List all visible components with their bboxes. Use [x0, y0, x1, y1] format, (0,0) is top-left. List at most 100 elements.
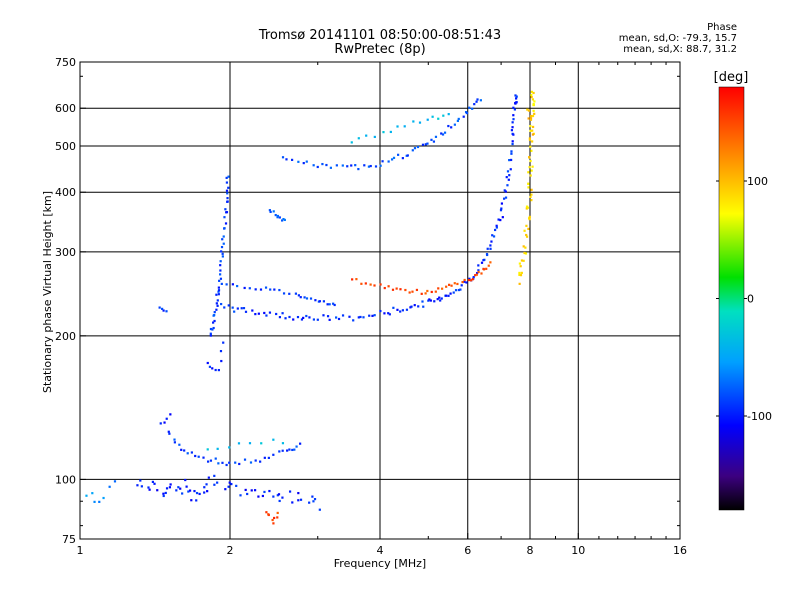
scatter-point: [212, 321, 215, 324]
scatter-point: [436, 298, 439, 301]
scatter-point: [531, 98, 535, 101]
scatter-point: [281, 312, 284, 315]
scatter-point: [213, 319, 216, 323]
scatter-point: [379, 164, 382, 167]
scatter-point: [193, 489, 196, 493]
scatter-point: [206, 460, 210, 463]
scatter-point: [167, 430, 170, 433]
scatter-point: [527, 171, 530, 174]
scatter-point: [529, 145, 532, 148]
scatter-point: [530, 149, 533, 152]
scatter-point: [512, 114, 515, 117]
scatter-point: [473, 103, 476, 106]
scatter-point: [309, 297, 313, 300]
scatter-point: [163, 421, 166, 424]
scatter-point: [186, 452, 189, 455]
scatter-point: [454, 289, 458, 292]
scatter-point: [507, 178, 510, 181]
scatter-point: [221, 255, 224, 258]
scatter-point: [453, 123, 456, 126]
x-tick-label: 6: [464, 544, 471, 557]
scatter-point: [359, 315, 362, 319]
scatter-point: [511, 142, 514, 146]
scatter-point: [224, 222, 228, 225]
scatter-point: [215, 302, 218, 305]
scatter-point: [311, 495, 314, 498]
scatter-point: [136, 484, 139, 487]
scatter-point: [219, 273, 222, 276]
scatter-point: [276, 214, 280, 218]
scatter-point: [226, 192, 229, 195]
scatter-point: [465, 111, 469, 115]
scatter-point: [456, 119, 459, 122]
scatter-point: [529, 129, 532, 132]
scatter-point: [529, 125, 532, 128]
scatter-point: [512, 106, 515, 109]
x-axis-label: Frequency [MHz]: [333, 557, 427, 570]
scatter-point: [529, 117, 533, 120]
scatter-point: [188, 489, 192, 492]
scatter-point: [416, 145, 420, 149]
scatter-point: [213, 311, 216, 314]
scatter-point: [194, 454, 197, 458]
scatter-point: [267, 513, 270, 516]
scatter-point: [469, 279, 473, 282]
scatter-point: [500, 202, 504, 205]
scatter-point: [322, 314, 325, 317]
scatter-point: [263, 456, 266, 459]
scatter-point: [288, 490, 292, 493]
scatter-point: [217, 289, 221, 292]
scatter-point: [432, 140, 436, 143]
scatter-point: [282, 217, 285, 221]
scatter-point: [159, 422, 162, 425]
scatter-point: [460, 284, 463, 287]
scatter-point: [522, 245, 525, 248]
scatter-point: [495, 226, 498, 229]
scatter-point: [368, 314, 371, 317]
scatter-point: [387, 312, 390, 315]
scatter-point: [162, 492, 165, 495]
scatter-point: [216, 304, 219, 307]
scatter-point: [156, 489, 159, 492]
scatter-point: [430, 138, 433, 141]
scatter-point: [453, 282, 456, 285]
scatter-point: [399, 288, 402, 291]
scatter-point: [165, 417, 168, 420]
scatter-point: [401, 157, 404, 160]
scatter-point: [396, 308, 399, 311]
scatter-point: [209, 459, 213, 462]
scatter-point: [214, 368, 217, 372]
scatter-point: [220, 359, 223, 363]
scatter-point: [510, 158, 513, 162]
scatter-point: [284, 317, 287, 320]
scatter-point: [276, 511, 279, 515]
scatter-point: [228, 481, 231, 484]
scatter-point: [269, 288, 272, 291]
scatter-point: [401, 309, 404, 312]
scatter-point: [222, 235, 225, 238]
scatter-point: [264, 286, 268, 289]
scatter-point: [265, 314, 268, 317]
scatter-point: [510, 129, 514, 132]
scatter-point: [219, 349, 223, 353]
scatter-point: [428, 298, 431, 301]
scatter-point: [396, 125, 399, 128]
scatter-point: [525, 205, 529, 208]
scatter-point: [296, 315, 300, 319]
scatter-point: [273, 516, 276, 520]
scatter-point: [213, 474, 216, 477]
scatter-point: [263, 311, 266, 315]
scatter-point: [413, 304, 416, 307]
y-tick-label: 75: [62, 533, 76, 546]
scatter-point: [518, 282, 521, 285]
scatter-point: [445, 294, 448, 297]
scatter-point: [314, 299, 317, 302]
scatter-point: [257, 312, 260, 315]
scatter-point: [518, 262, 521, 265]
scatter-point: [412, 120, 415, 123]
scatter-point: [220, 245, 224, 249]
scatter-point: [168, 432, 171, 435]
scatter-point: [253, 489, 257, 492]
scatter-point: [524, 246, 527, 249]
scatter-point: [350, 141, 353, 144]
